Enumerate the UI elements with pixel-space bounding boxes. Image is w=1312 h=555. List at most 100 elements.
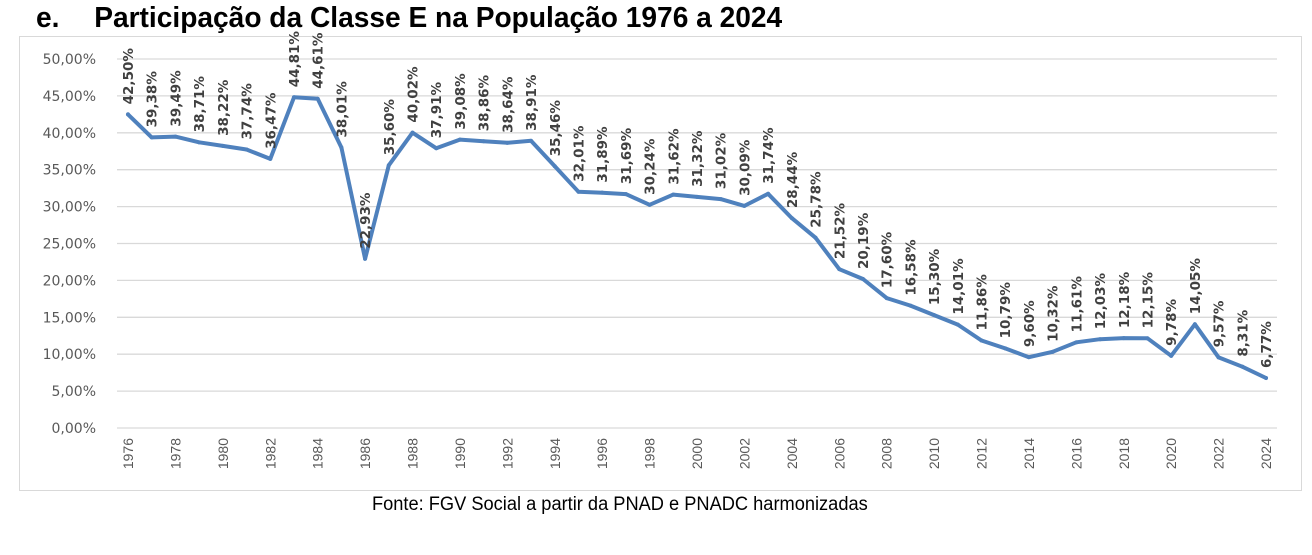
y-tick-label: 45,00%: [43, 89, 96, 105]
data-point: [481, 139, 486, 144]
data-point: [268, 156, 273, 161]
data-point: [457, 137, 462, 142]
data-point: [1240, 364, 1245, 369]
data-point: [576, 189, 581, 194]
data-label: 42,50%: [121, 48, 137, 105]
x-tick-label: 1990: [452, 438, 468, 469]
x-tick-label: 2020: [1163, 438, 1179, 469]
data-point: [623, 192, 628, 197]
x-tick-label: 1980: [215, 438, 231, 469]
data-point: [1145, 336, 1150, 341]
y-tick-label: 40,00%: [43, 126, 96, 142]
data-label: 25,78%: [809, 171, 825, 228]
x-tick-label: 2002: [736, 438, 752, 469]
x-tick-label: 1996: [594, 438, 610, 469]
data-label: 6,77%: [1259, 321, 1275, 368]
data-label: 8,31%: [1235, 309, 1251, 356]
data-label: 39,49%: [168, 70, 184, 127]
data-point: [932, 313, 937, 318]
y-tick-label: 5,00%: [52, 384, 96, 400]
data-label: 37,74%: [240, 83, 256, 140]
x-tick-label: 1982: [262, 438, 278, 469]
data-point: [837, 267, 842, 272]
data-label: 38,22%: [216, 79, 232, 136]
data-label: 37,91%: [429, 82, 445, 139]
data-label: 35,60%: [382, 99, 398, 156]
data-label: 14,01%: [951, 258, 967, 315]
data-labels: 42,50% 39,38% 39,49% 38,71% 38,22% 37,74% 36,4…: [121, 31, 1275, 368]
data-point: [1121, 336, 1126, 341]
x-tick-label: 2008: [879, 438, 895, 469]
data-point: [1050, 349, 1055, 354]
data-label: 31,62%: [666, 128, 682, 185]
data-label: 9,60%: [1022, 300, 1038, 347]
x-tick-label: 2014: [1021, 438, 1037, 469]
data-label: 15,30%: [927, 248, 943, 305]
source-note: Fonte: FGV Social a partir da PNAD e PNA…: [372, 494, 868, 515]
data-label: 31,69%: [619, 127, 635, 184]
y-axis-ticks: 0,00% 5,00% 10,00% 15,00% 20,00% 25,00% 30,00%…: [43, 52, 96, 437]
data-label: 31,89%: [595, 126, 611, 183]
y-tick-label: 35,00%: [43, 163, 96, 179]
x-tick-label: 1976: [120, 438, 136, 469]
data-label: 16,58%: [903, 239, 919, 296]
data-label: 40,02%: [406, 66, 422, 123]
data-point: [695, 194, 699, 199]
series-line-layer: [126, 95, 1268, 381]
x-tick-label: 1994: [547, 438, 563, 469]
data-point: [908, 303, 913, 308]
data-point: [718, 197, 723, 202]
x-tick-label: 2000: [689, 438, 705, 469]
data-point: [860, 276, 865, 281]
data-label: 44,81%: [287, 31, 303, 88]
data-label: 38,64%: [500, 76, 516, 133]
data-point: [434, 146, 439, 151]
y-tick-label: 20,00%: [43, 273, 96, 289]
x-tick-label: 2022: [1211, 438, 1227, 469]
x-tick-label: 2018: [1116, 438, 1132, 469]
data-label: 28,44%: [785, 151, 801, 208]
data-label: 9,78%: [1164, 299, 1180, 346]
data-point: [1192, 322, 1197, 327]
data-label: 36,47%: [263, 92, 279, 149]
data-point: [529, 138, 534, 143]
y-tick-label: 50,00%: [43, 52, 96, 68]
data-point: [197, 140, 202, 145]
data-point: [1074, 340, 1079, 345]
data-point: [1216, 355, 1221, 360]
data-label: 39,38%: [145, 71, 161, 128]
y-tick-label: 10,00%: [43, 347, 96, 363]
data-label: 17,60%: [880, 231, 896, 288]
data-point: [244, 147, 249, 152]
data-label: 22,93%: [358, 192, 374, 249]
chart-title: e. Participação da Classe E na População …: [36, 2, 782, 35]
data-point: [955, 322, 960, 327]
data-label: 31,32%: [690, 130, 706, 187]
data-label: 38,01%: [334, 81, 350, 138]
data-point: [884, 296, 889, 301]
x-tick-label: 1978: [167, 438, 183, 469]
data-label: 31,74%: [761, 127, 777, 184]
y-tick-label: 0,00%: [52, 421, 96, 437]
data-point: [386, 163, 391, 168]
data-point: [410, 130, 415, 135]
x-tick-label: 1988: [405, 438, 421, 469]
y-tick-label: 30,00%: [43, 200, 96, 216]
data-label: 39,08%: [453, 73, 469, 130]
data-point: [149, 135, 154, 140]
data-label: 14,05%: [1188, 258, 1204, 315]
data-point: [979, 338, 984, 343]
x-tick-label: 2016: [1068, 438, 1084, 469]
gridlines: [117, 58, 1277, 429]
x-tick-label: 1998: [642, 438, 658, 469]
data-point: [766, 191, 771, 196]
chart-frame: [19, 36, 1302, 491]
data-label: 20,19%: [856, 212, 872, 269]
data-point: [220, 143, 225, 148]
data-point: [1003, 346, 1008, 351]
chart-title-letter: e.: [36, 2, 60, 34]
data-label: 38,91%: [524, 74, 540, 131]
data-point: [363, 256, 368, 261]
data-point: [315, 96, 320, 101]
